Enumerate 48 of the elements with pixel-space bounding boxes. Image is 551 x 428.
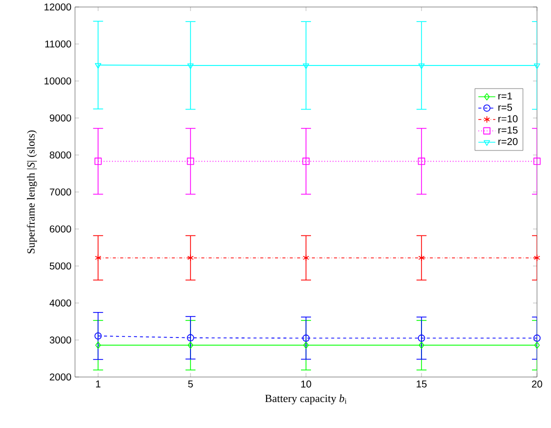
x-tick-label: 15 (416, 380, 427, 388)
point (187, 63, 194, 70)
point (302, 158, 310, 165)
y-tick-label: 8000 (50, 151, 72, 159)
point (534, 63, 540, 70)
x-tick-label: 20 (532, 380, 542, 388)
point (94, 158, 102, 165)
x-tick-label: 5 (188, 380, 193, 388)
x-axis-title: Battery capacity b$_{i}$ (265, 394, 347, 404)
point (418, 334, 426, 342)
legend-label: r=20 (498, 138, 518, 146)
legend-label: r=5 (498, 104, 512, 111)
y-tick-label: 10000 (44, 77, 72, 85)
y-axis-title: Superframe length |S| (slots) (26, 130, 37, 254)
x-tick-label: 1 (96, 380, 100, 388)
y-tick-label: 11000 (45, 40, 72, 48)
point (188, 342, 194, 349)
point (534, 254, 540, 262)
point (302, 334, 310, 342)
point (187, 254, 194, 262)
point (303, 342, 309, 349)
point (302, 254, 310, 262)
point (94, 254, 102, 262)
point (94, 332, 102, 340)
y-tick-label: 6000 (50, 225, 72, 233)
y-tick-label: 9000 (50, 114, 72, 122)
point (533, 158, 541, 165)
y-tick-label: 12000 (44, 3, 72, 11)
legend-label: r=1 (498, 92, 512, 100)
point (186, 334, 194, 342)
y-tick-label: 7000 (50, 188, 72, 196)
point (534, 342, 540, 349)
point (302, 63, 310, 70)
point (533, 334, 541, 342)
y-tick-label: 4000 (50, 299, 72, 307)
point (418, 254, 425, 262)
legend-label: r=15 (498, 126, 518, 134)
point (95, 342, 101, 349)
y-tick-label: 2000 (50, 373, 72, 381)
point (94, 63, 102, 69)
point (418, 342, 424, 349)
y-tick-label: 3000 (50, 336, 72, 344)
point (418, 158, 426, 165)
y-tick-label: 5000 (50, 262, 72, 270)
point (418, 63, 425, 70)
x-tick-label: 10 (301, 380, 312, 388)
legend-label: r=10 (498, 115, 518, 122)
point (186, 158, 194, 165)
